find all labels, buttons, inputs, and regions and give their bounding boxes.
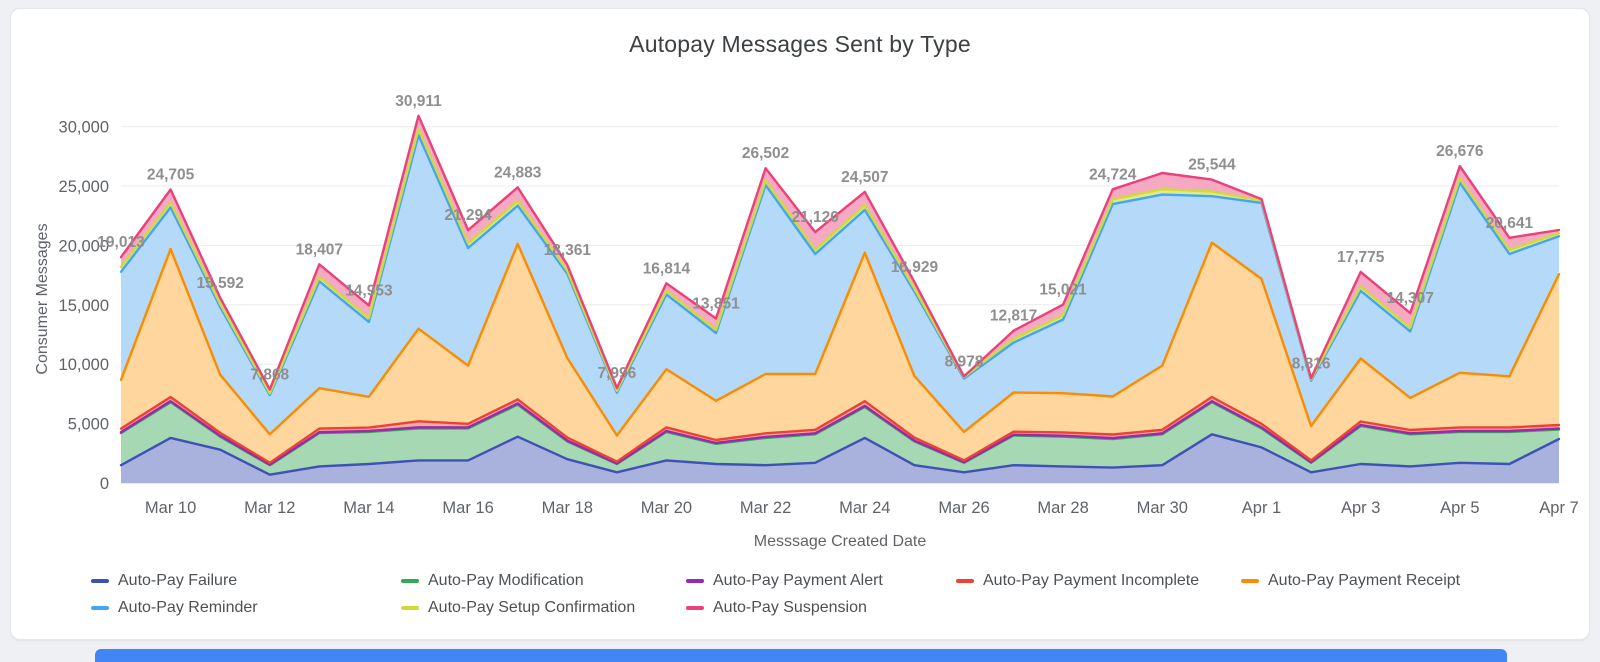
x-tick-label: Apr 1 [1242, 499, 1281, 517]
legend-swatch-icon [686, 579, 704, 583]
x-tick-label: Mar 18 [542, 499, 593, 517]
y-tick-label: 30,000 [59, 119, 109, 137]
y-tick-label: 5,000 [68, 416, 109, 434]
data-label: 15,021 [1039, 282, 1087, 299]
x-axis-title: Messsage Created Date [753, 533, 927, 550]
legend-item-auto-pay-suspension[interactable]: Auto-Pay Suspension [686, 596, 956, 620]
data-label: 18,361 [544, 242, 592, 259]
x-tick-label: Apr 5 [1440, 499, 1479, 517]
line-auto-pay-payment-incomplete [119, 395, 1561, 464]
data-label: 30,911 [395, 93, 442, 110]
legend-label: Auto-Pay Failure [118, 572, 238, 589]
legend-label: Auto-Pay Reminder [118, 599, 258, 616]
data-label: 13,851 [692, 296, 740, 313]
area-auto-pay-modification [121, 402, 1559, 475]
legend-swatch-icon [401, 579, 419, 583]
legend-label: Auto-Pay Modification [428, 572, 584, 589]
line-auto-pay-setup-confirmation [119, 127, 1561, 395]
data-label: 15,592 [196, 275, 243, 292]
data-label: 24,883 [494, 164, 542, 181]
legend-swatch-icon [1241, 579, 1259, 583]
data-label: 14,953 [345, 282, 393, 299]
x-tick-label: Apr 3 [1341, 499, 1380, 517]
y-tick-label: 20,000 [59, 237, 109, 255]
legend-swatch-icon [401, 606, 419, 610]
x-tick-label: Mar 16 [442, 499, 493, 517]
stacked-area-chart[interactable]: 0 5,000 10,000 15,000 20,000 25,000 30,000 Mar … [11, 65, 1591, 527]
data-label: 24,724 [1089, 166, 1137, 183]
x-tick-label: Apr 7 [1539, 499, 1578, 517]
data-label: 16,929 [891, 259, 939, 276]
data-label: 26,502 [742, 145, 789, 162]
legend-label: Auto-Pay Suspension [713, 599, 867, 616]
data-label: 21,120 [791, 209, 838, 226]
legend-swatch-icon [686, 606, 704, 610]
data-label: 26,676 [1436, 143, 1484, 160]
y-tick-label: 10,000 [59, 356, 109, 374]
legend-item-auto-pay-payment-alert[interactable]: Auto-Pay Payment Alert [686, 569, 956, 593]
x-tick-label: Mar 12 [244, 499, 295, 517]
chart-card: Autopay Messages Sent by Type Consumer M… [10, 8, 1590, 640]
data-label: 14,307 [1386, 290, 1433, 307]
data-label: 21,294 [444, 207, 492, 224]
data-label: 25,544 [1188, 157, 1236, 174]
legend-item-auto-pay-reminder[interactable]: Auto-Pay Reminder [91, 596, 401, 620]
legend-swatch-icon [956, 579, 974, 583]
area-auto-pay-payment-receipt [121, 242, 1559, 463]
legend-label: Auto-Pay Setup Confirmation [428, 599, 636, 616]
legend-label: Auto-Pay Payment Alert [713, 572, 883, 589]
area-auto-pay-reminder [121, 135, 1559, 436]
area-auto-pay-suspension [121, 115, 1559, 394]
data-label: 24,705 [147, 167, 195, 184]
x-tick-label: Mar 30 [1137, 499, 1188, 517]
data-label: 8,978 [945, 353, 984, 370]
legend-label: Auto-Pay Payment Incomplete [983, 572, 1200, 589]
x-tick-label: Mar 20 [641, 499, 692, 517]
line-auto-pay-payment-alert [119, 400, 1561, 466]
chart-title: Autopay Messages Sent by Type [629, 31, 971, 57]
x-tick-label: Mar 10 [145, 499, 196, 517]
legend-item-auto-pay-failure[interactable]: Auto-Pay Failure [91, 569, 401, 593]
chart-legend: Auto-Pay Failure Auto-Pay Modification Aut… [91, 569, 1561, 620]
legend-item-auto-pay-setup-confirmation[interactable]: Auto-Pay Setup Confirmation [401, 596, 686, 620]
x-tick-label: Mar 22 [740, 499, 791, 517]
data-label: 8,816 [1292, 355, 1331, 372]
data-label: 17,775 [1337, 249, 1385, 266]
legend-swatch-icon [91, 579, 109, 583]
legend-swatch-icon [91, 606, 109, 610]
x-tick-label: Mar 14 [343, 499, 394, 517]
data-label: 20,641 [1486, 215, 1534, 232]
data-label: 24,507 [841, 169, 888, 186]
x-tick-label: Mar 28 [1037, 499, 1088, 517]
data-label: 7,996 [598, 365, 637, 382]
x-tick-label: Mar 24 [839, 499, 890, 517]
line-auto-pay-failure [119, 433, 1561, 476]
data-label: 16,814 [643, 260, 691, 277]
x-tick-label: Mar 26 [938, 499, 989, 517]
area-auto-pay-failure [121, 434, 1559, 483]
line-auto-pay-suspension [119, 114, 1561, 391]
data-label: 12,817 [990, 308, 1037, 325]
legend-item-auto-pay-payment-incomplete[interactable]: Auto-Pay Payment Incomplete [956, 569, 1241, 593]
y-tick-label: 0 [100, 475, 109, 493]
data-label: 7,868 [250, 367, 289, 384]
next-card-header-bar [95, 649, 1507, 662]
legend-label: Auto-Pay Payment Receipt [1268, 572, 1461, 589]
legend-item-auto-pay-payment-receipt[interactable]: Auto-Pay Payment Receipt [1241, 569, 1561, 593]
data-label: 18,407 [296, 241, 343, 258]
y-tick-label: 15,000 [59, 297, 109, 315]
data-label: 19,013 [97, 234, 145, 251]
y-tick-label: 25,000 [59, 178, 109, 196]
legend-item-auto-pay-modification[interactable]: Auto-Pay Modification [401, 569, 686, 593]
line-auto-pay-payment-receipt [119, 241, 1561, 437]
